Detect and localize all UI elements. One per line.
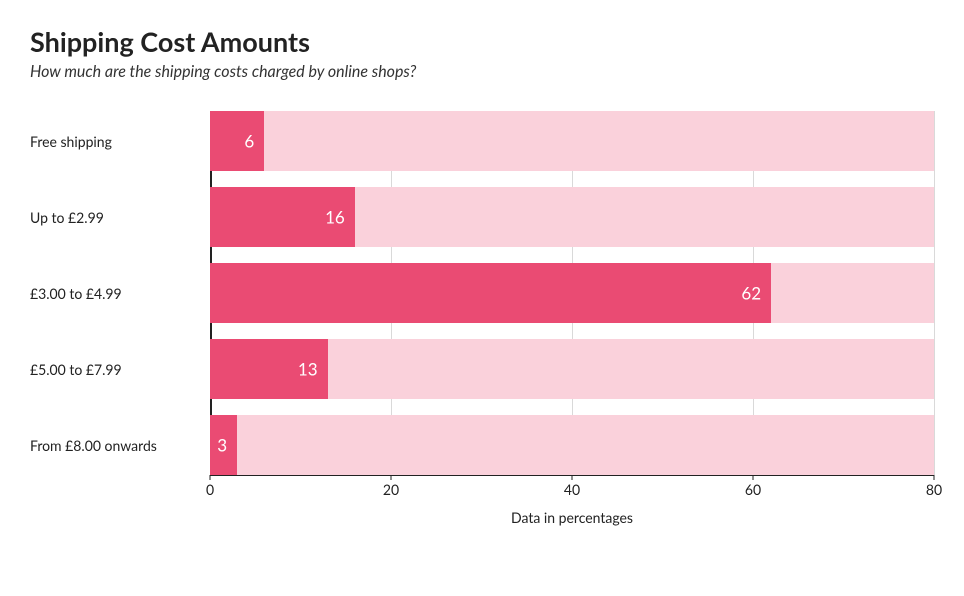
chart-subtitle: How much are the shipping costs charged …: [30, 62, 934, 81]
bar-value: 16: [325, 207, 345, 228]
bar-value: 13: [298, 359, 318, 380]
chart: Free shipping 6 Up to £2.99 16 £3.00 to £4.9…: [30, 111, 934, 526]
x-tick-mark: [391, 475, 392, 480]
x-tick-mark: [934, 475, 935, 480]
category-label: From £8.00 onwards: [30, 437, 210, 454]
category-label: Up to £2.99: [30, 209, 210, 226]
bar-track: 13: [210, 339, 934, 399]
x-tick-label: 60: [745, 481, 761, 498]
gridline: [934, 111, 935, 475]
bar-value: 3: [217, 435, 227, 456]
category-label: Free shipping: [30, 133, 210, 150]
bar-track: 62: [210, 263, 934, 323]
bar-track: 3: [210, 415, 934, 475]
bar-fill: [210, 111, 264, 171]
x-tick-label: 80: [926, 481, 942, 498]
bar-row: From £8.00 onwards 3: [30, 415, 934, 475]
category-label: £3.00 to £4.99: [30, 285, 210, 302]
bar-track: 6: [210, 111, 934, 171]
x-tick-mark: [753, 475, 754, 480]
chart-title: Shipping Cost Amounts: [30, 26, 934, 58]
bar-value: 62: [741, 283, 761, 304]
bar-row: Free shipping 6: [30, 111, 934, 171]
bar-fill: [210, 263, 771, 323]
x-axis-ticks: 020406080: [210, 475, 934, 503]
x-tick-label: 40: [564, 481, 580, 498]
bar-value: 6: [244, 131, 254, 152]
x-axis-label: Data in percentages: [210, 509, 934, 526]
x-tick-mark: [572, 475, 573, 480]
x-tick-mark: [210, 475, 211, 480]
bar-track: 16: [210, 187, 934, 247]
x-tick-label: 0: [206, 481, 214, 498]
chart-container: Shipping Cost Amounts How much are the s…: [0, 0, 964, 596]
bar-row: £3.00 to £4.99 62: [30, 263, 934, 323]
plot-area: Free shipping 6 Up to £2.99 16 £3.00 to £4.9…: [30, 111, 934, 475]
bar-row: £5.00 to £7.99 13: [30, 339, 934, 399]
bar-background: [210, 111, 934, 171]
x-tick-label: 20: [383, 481, 399, 498]
bar-background: [210, 415, 934, 475]
category-label: £5.00 to £7.99: [30, 361, 210, 378]
bar-row: Up to £2.99 16: [30, 187, 934, 247]
